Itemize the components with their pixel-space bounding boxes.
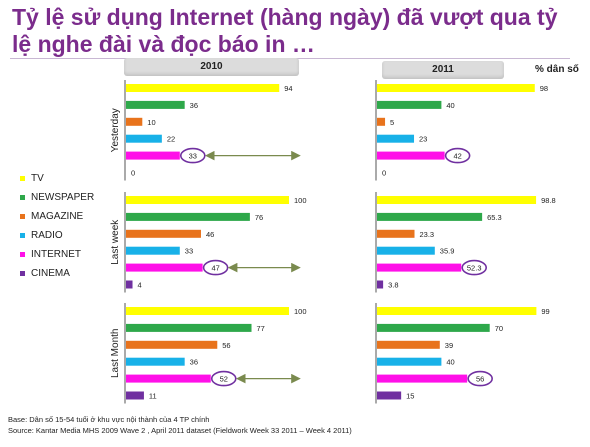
value-label-2011-last-month-radio: 40 (446, 358, 454, 367)
year-2011-header: 2011 (382, 61, 504, 79)
legend-swatch-tv (20, 176, 25, 181)
unit-label: % dân số (535, 64, 579, 75)
value-label-2011-yesterday-newspaper: 40 (446, 101, 454, 110)
legend-swatch-magazine (20, 214, 25, 219)
highlight-ring-2010-yesterday (179, 147, 206, 164)
bar-2010-yesterday-newspaper (126, 100, 185, 109)
row-label-last-month: Last Month (110, 329, 121, 378)
value-label-2010-yesterday-cinema: 0 (131, 169, 135, 178)
value-label-2010-last-month-internet: 52 (220, 375, 228, 384)
bar-2010-last-month-tv (126, 307, 289, 315)
value-label-2011-last-week-tv: 98.8 (541, 196, 556, 205)
bar-2010-yesterday-radio (126, 134, 162, 143)
highlight-ring-2010-last-month (210, 370, 237, 387)
year-2010-header: 2010 (124, 58, 299, 76)
bar-2011-last-week-tv (377, 196, 537, 204)
value-label-2011-last-month-cinema: 15 (406, 392, 414, 401)
value-label-2011-last-month-internet: 56 (476, 375, 484, 384)
bar-2010-yesterday-tv (126, 84, 280, 92)
bar-2011-last-month-cinema (377, 391, 402, 400)
value-label-2011-yesterday-cinema: 0 (382, 169, 386, 178)
bar-2010-last-week-internet (126, 263, 203, 272)
legend-swatch-radio (20, 233, 25, 238)
legend-label-cinema: CINEMA (31, 268, 70, 279)
bar-2011-last-month-newspaper (377, 323, 490, 332)
value-label-2010-yesterday-newspaper: 36 (190, 101, 198, 110)
value-label-2010-last-week-magazine: 46 (206, 230, 214, 239)
bar-2010-last-week-radio (126, 246, 180, 255)
row-label-last-week: Last week (110, 219, 121, 265)
bar-2010-last-month-magazine (126, 340, 218, 349)
value-label-2010-last-week-newspaper: 76 (255, 213, 263, 222)
bar-2010-yesterday-internet (126, 151, 180, 160)
footnote-source: Source: Kantar Media MHS 2009 Wave 2 , A… (8, 426, 352, 435)
value-label-2010-last-month-tv: 100 (294, 307, 307, 316)
value-label-2010-last-month-newspaper: 77 (257, 324, 265, 333)
legend-swatch-cinema (20, 271, 25, 276)
value-label-2011-yesterday-radio: 23 (419, 135, 427, 144)
bar-2010-last-month-radio (126, 357, 185, 366)
value-label-2010-last-week-cinema: 4 (138, 281, 142, 290)
bar-2011-yesterday-tv (377, 84, 535, 92)
value-label-2011-last-month-magazine: 39 (445, 341, 453, 350)
highlight-ring-2010-last-week (202, 259, 229, 276)
value-label-2011-last-week-newspaper: 65.3 (487, 213, 502, 222)
value-label-2010-last-week-tv: 100 (294, 196, 307, 205)
value-label-2010-last-month-magazine: 56 (222, 341, 230, 350)
value-label-2011-last-week-magazine: 23.3 (420, 230, 435, 239)
legend-label-tv: TV (31, 173, 44, 184)
bar-2011-last-month-magazine (377, 340, 440, 349)
bar-2011-last-month-radio (377, 357, 442, 366)
value-label-2010-yesterday-internet: 33 (189, 152, 197, 161)
page-title: Tỷ lệ sử dụng Internet (hàng ngày) đã vư… (12, 4, 558, 57)
bar-2010-last-week-newspaper (126, 212, 250, 221)
value-label-2010-last-week-radio: 33 (185, 247, 193, 256)
bar-2011-yesterday-internet (377, 151, 445, 160)
legend-label-magazine: MAGAZINE (31, 211, 84, 222)
value-label-2010-last-week-internet: 47 (211, 264, 219, 273)
legend-swatch-newspaper (20, 195, 25, 200)
highlight-ring-2011-last-month (467, 370, 493, 387)
bar-2010-last-month-cinema (126, 391, 144, 400)
bar-2011-last-week-magazine (377, 229, 415, 238)
bar-2011-last-month-internet (377, 374, 468, 383)
value-label-2011-last-week-cinema: 3.8 (388, 281, 398, 290)
bar-2010-last-week-magazine (126, 229, 201, 238)
row-label-yesterday: Yesterday (110, 108, 121, 152)
footnote-base: Base: Dân số 15-54 tuổi ở khu vực nội th… (8, 415, 210, 424)
value-label-2010-last-month-cinema: 11 (149, 392, 157, 401)
bar-2011-yesterday-magazine (377, 117, 386, 126)
legend-label-internet: INTERNET (31, 249, 81, 260)
value-label-2011-last-month-newspaper: 70 (495, 324, 503, 333)
bar-2010-last-week-tv (126, 196, 289, 204)
bar-2011-last-week-cinema (377, 280, 384, 289)
legend-swatch-internet (20, 252, 25, 257)
value-label-2010-last-month-radio: 36 (190, 358, 198, 367)
bar-2011-last-week-radio (377, 246, 435, 255)
highlight-ring-2011-last-week (461, 259, 488, 276)
bar-2011-last-week-internet (377, 263, 462, 272)
bar-2010-last-month-internet (126, 374, 211, 383)
value-label-2011-yesterday-internet: 42 (453, 152, 461, 161)
value-label-2011-yesterday-tv: 98 (540, 84, 548, 93)
legend-label-newspaper: NEWSPAPER (31, 192, 95, 203)
value-label-2011-last-week-internet: 52.3 (467, 264, 482, 273)
legend-label-radio: RADIO (31, 230, 63, 241)
highlight-ring-2011-yesterday (444, 147, 471, 164)
bar-2011-yesterday-newspaper (377, 100, 442, 109)
bar-2011-yesterday-radio (377, 134, 415, 143)
value-label-2010-yesterday-tv: 94 (284, 84, 292, 93)
bar-2010-last-week-cinema (126, 280, 133, 289)
value-label-2011-yesterday-magazine: 5 (390, 118, 394, 127)
bar-2010-yesterday-magazine (126, 117, 143, 126)
value-label-2010-yesterday-radio: 22 (167, 135, 175, 144)
value-label-2011-last-month-tv: 99 (541, 307, 549, 316)
value-label-2011-last-week-radio: 35.9 (440, 247, 455, 256)
bar-2011-last-month-tv (377, 307, 537, 315)
bar-2010-last-month-newspaper (126, 323, 252, 332)
value-label-2010-yesterday-magazine: 10 (147, 118, 155, 127)
bar-2011-last-week-newspaper (377, 212, 483, 221)
